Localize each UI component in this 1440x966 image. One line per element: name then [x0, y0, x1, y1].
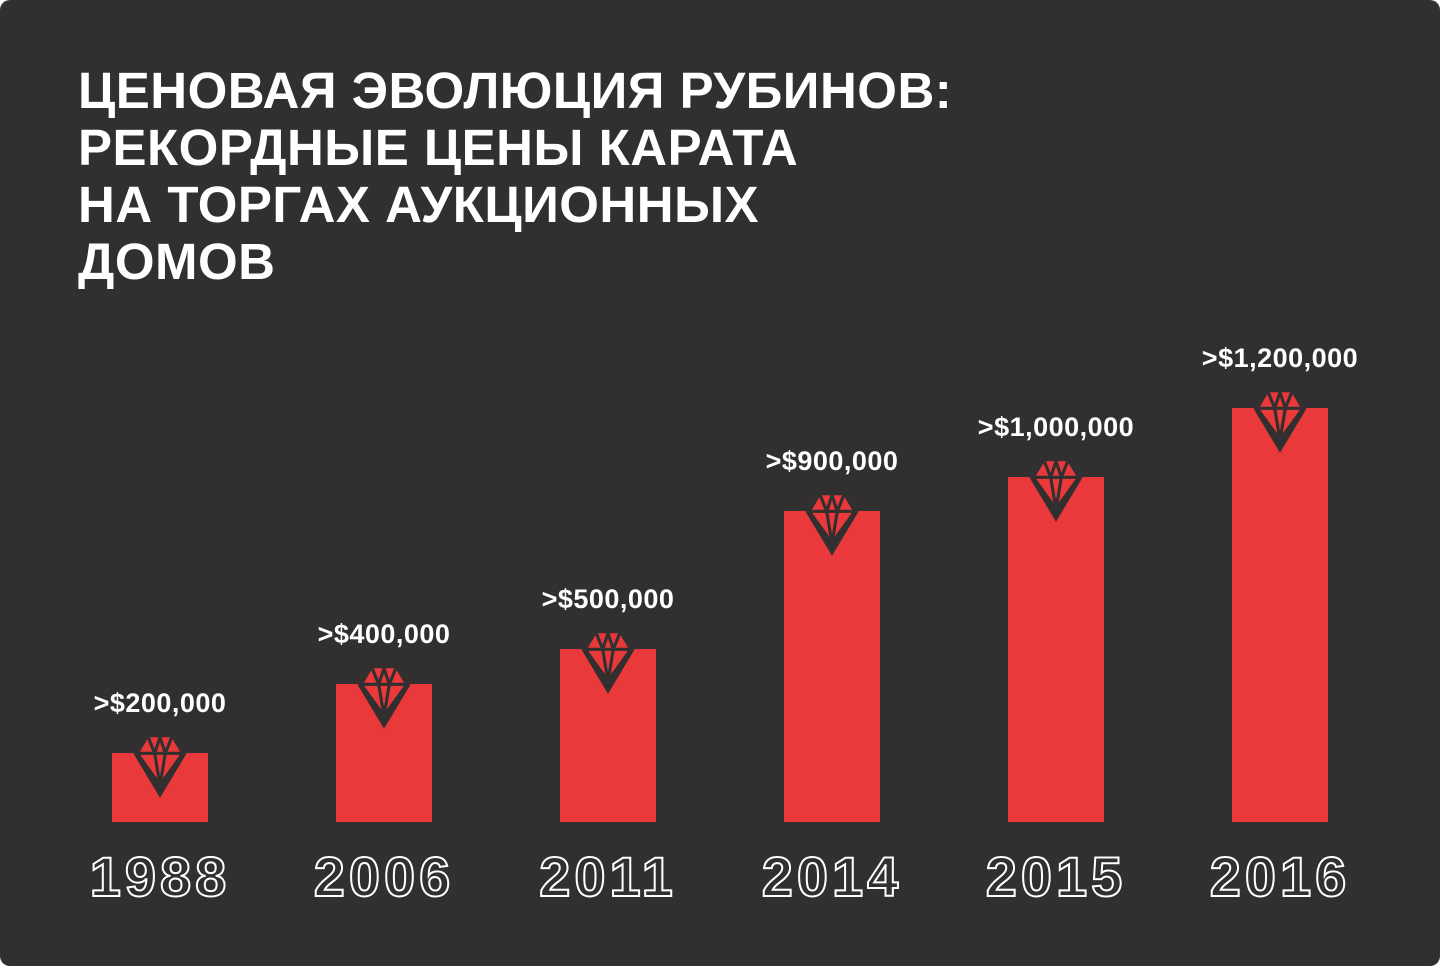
ruby-gem-icon — [805, 491, 859, 556]
ruby-gem-icon — [357, 664, 411, 729]
bar-group: >$1,000,000 2015 — [978, 412, 1134, 909]
bar — [1232, 388, 1328, 822]
year-label: 2006 — [313, 844, 455, 909]
ruby-gem-icon — [1029, 457, 1083, 522]
bar-chart: >$200,000 1988 >$400,000 2006 >$500,000 — [89, 343, 1358, 909]
chart-title-line-1: ЦЕНОВАЯ ЭВОЛЮЦИЯ РУБИНОВ: — [78, 62, 953, 119]
chart-title-line-2: РЕКОРДНЫЕ ЦЕНЫ КАРАТА — [78, 119, 799, 176]
bar-value-label: >$500,000 — [541, 584, 675, 614]
bar — [336, 664, 432, 822]
ruby-gem-icon — [1253, 388, 1307, 453]
ruby-gem-icon — [581, 629, 635, 694]
bar-group: >$1,200,000 2016 — [1202, 343, 1358, 909]
ruby-gem-icon — [133, 733, 187, 798]
bar — [112, 733, 208, 822]
bar-value-label: >$1,200,000 — [1201, 343, 1359, 373]
chart-title-line-3: НА ТОРГАХ АУКЦИОННЫХ — [78, 176, 760, 233]
bar — [784, 491, 880, 822]
bar-value-label: >$1,000,000 — [977, 412, 1135, 442]
bar-group: >$900,000 2014 — [761, 446, 900, 909]
bar — [560, 629, 656, 822]
bar — [1008, 457, 1104, 822]
year-label: 2015 — [985, 844, 1127, 909]
bar-value-label: >$200,000 — [93, 688, 227, 718]
year-label: 2014 — [761, 844, 903, 909]
bar-value-label: >$900,000 — [765, 446, 899, 476]
year-label: 2011 — [538, 844, 677, 909]
bar-group: >$500,000 2011 — [538, 584, 674, 909]
bar-group: >$400,000 2006 — [313, 619, 452, 909]
chart-title-line-4: ДОМОВ — [78, 233, 276, 290]
bar-group: >$200,000 1988 — [89, 688, 228, 909]
chart-title: ЦЕНОВАЯ ЭВОЛЮЦИЯ РУБИНОВ: РЕКОРДНЫЕ ЦЕНЫ… — [78, 62, 952, 290]
year-label: 1988 — [89, 844, 231, 909]
bar-value-label: >$400,000 — [317, 619, 451, 649]
year-label: 2016 — [1209, 844, 1351, 909]
